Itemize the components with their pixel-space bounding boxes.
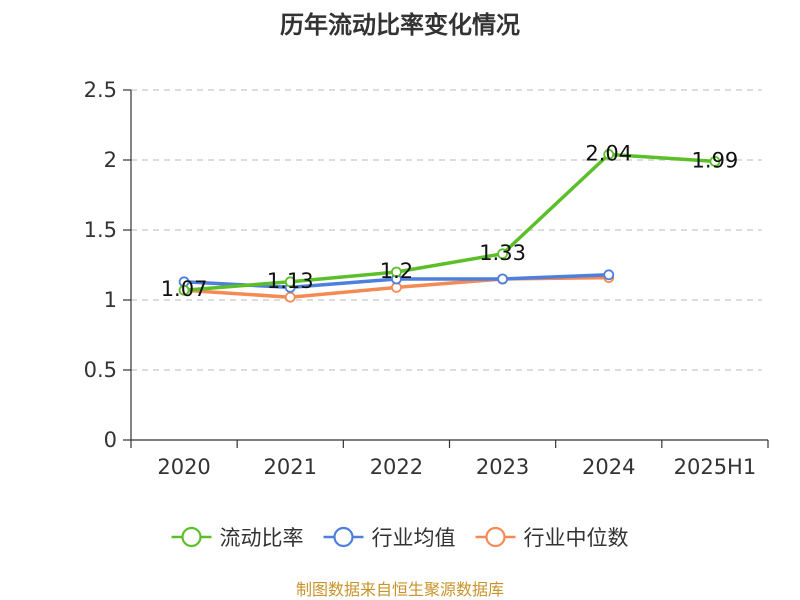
x-tick-label: 2021 xyxy=(264,455,317,479)
data-point xyxy=(709,155,721,167)
data-label: 1.13 xyxy=(267,269,314,293)
y-tick-label: 1 xyxy=(104,288,117,312)
series-line xyxy=(182,152,717,292)
data-point xyxy=(178,284,190,296)
x-tick-label: 2024 xyxy=(582,455,635,479)
y-tick-label: 2.5 xyxy=(84,78,117,102)
y-tick-label: 0 xyxy=(104,428,117,452)
data-labels: 1.07 1.13 1.2 1.33 2.04 1.99 xyxy=(161,141,739,301)
chart-title: 历年流动比率变化情况 xyxy=(280,11,520,39)
axes: 0 0.5 1 1.5 2 2.5 2020 2021 2022 2023 2024 2025H1 xyxy=(84,78,769,479)
x-tick-label: 2022 xyxy=(370,455,423,479)
legend-label: 行业均值 xyxy=(372,526,456,550)
legend-marker-icon xyxy=(181,526,202,548)
data-point xyxy=(497,248,508,260)
y-tick-label: 0.5 xyxy=(84,358,117,382)
data-point xyxy=(391,266,402,278)
series-lines xyxy=(178,148,721,303)
data-point xyxy=(603,148,615,160)
data-label: 1.2 xyxy=(380,259,413,283)
y-tick-label: 2 xyxy=(104,148,117,172)
legend-label: 流动比率 xyxy=(220,526,304,550)
data-point xyxy=(284,291,296,303)
data-point xyxy=(497,273,508,285)
x-tick-label: 2025H1 xyxy=(674,455,757,479)
legend-marker-icon xyxy=(485,526,506,548)
data-label: 2.04 xyxy=(585,141,632,165)
y-tick-label: 1.5 xyxy=(84,218,117,242)
data-point xyxy=(284,276,296,288)
grid-lines xyxy=(131,89,762,371)
x-tick-label: 2020 xyxy=(157,455,210,479)
x-tick-label: 2023 xyxy=(476,455,529,479)
legend-label: 行业中位数 xyxy=(524,526,629,550)
data-label: 1.33 xyxy=(479,241,526,265)
data-label: 1.99 xyxy=(692,148,739,172)
source-note: 制图数据来自恒生聚源数据库 xyxy=(296,580,504,599)
data-point xyxy=(603,269,615,281)
legend-marker-icon xyxy=(333,526,354,548)
legend: 流动比率 行业均值 行业中位数 xyxy=(171,526,629,550)
data-label: 1.07 xyxy=(161,277,208,301)
